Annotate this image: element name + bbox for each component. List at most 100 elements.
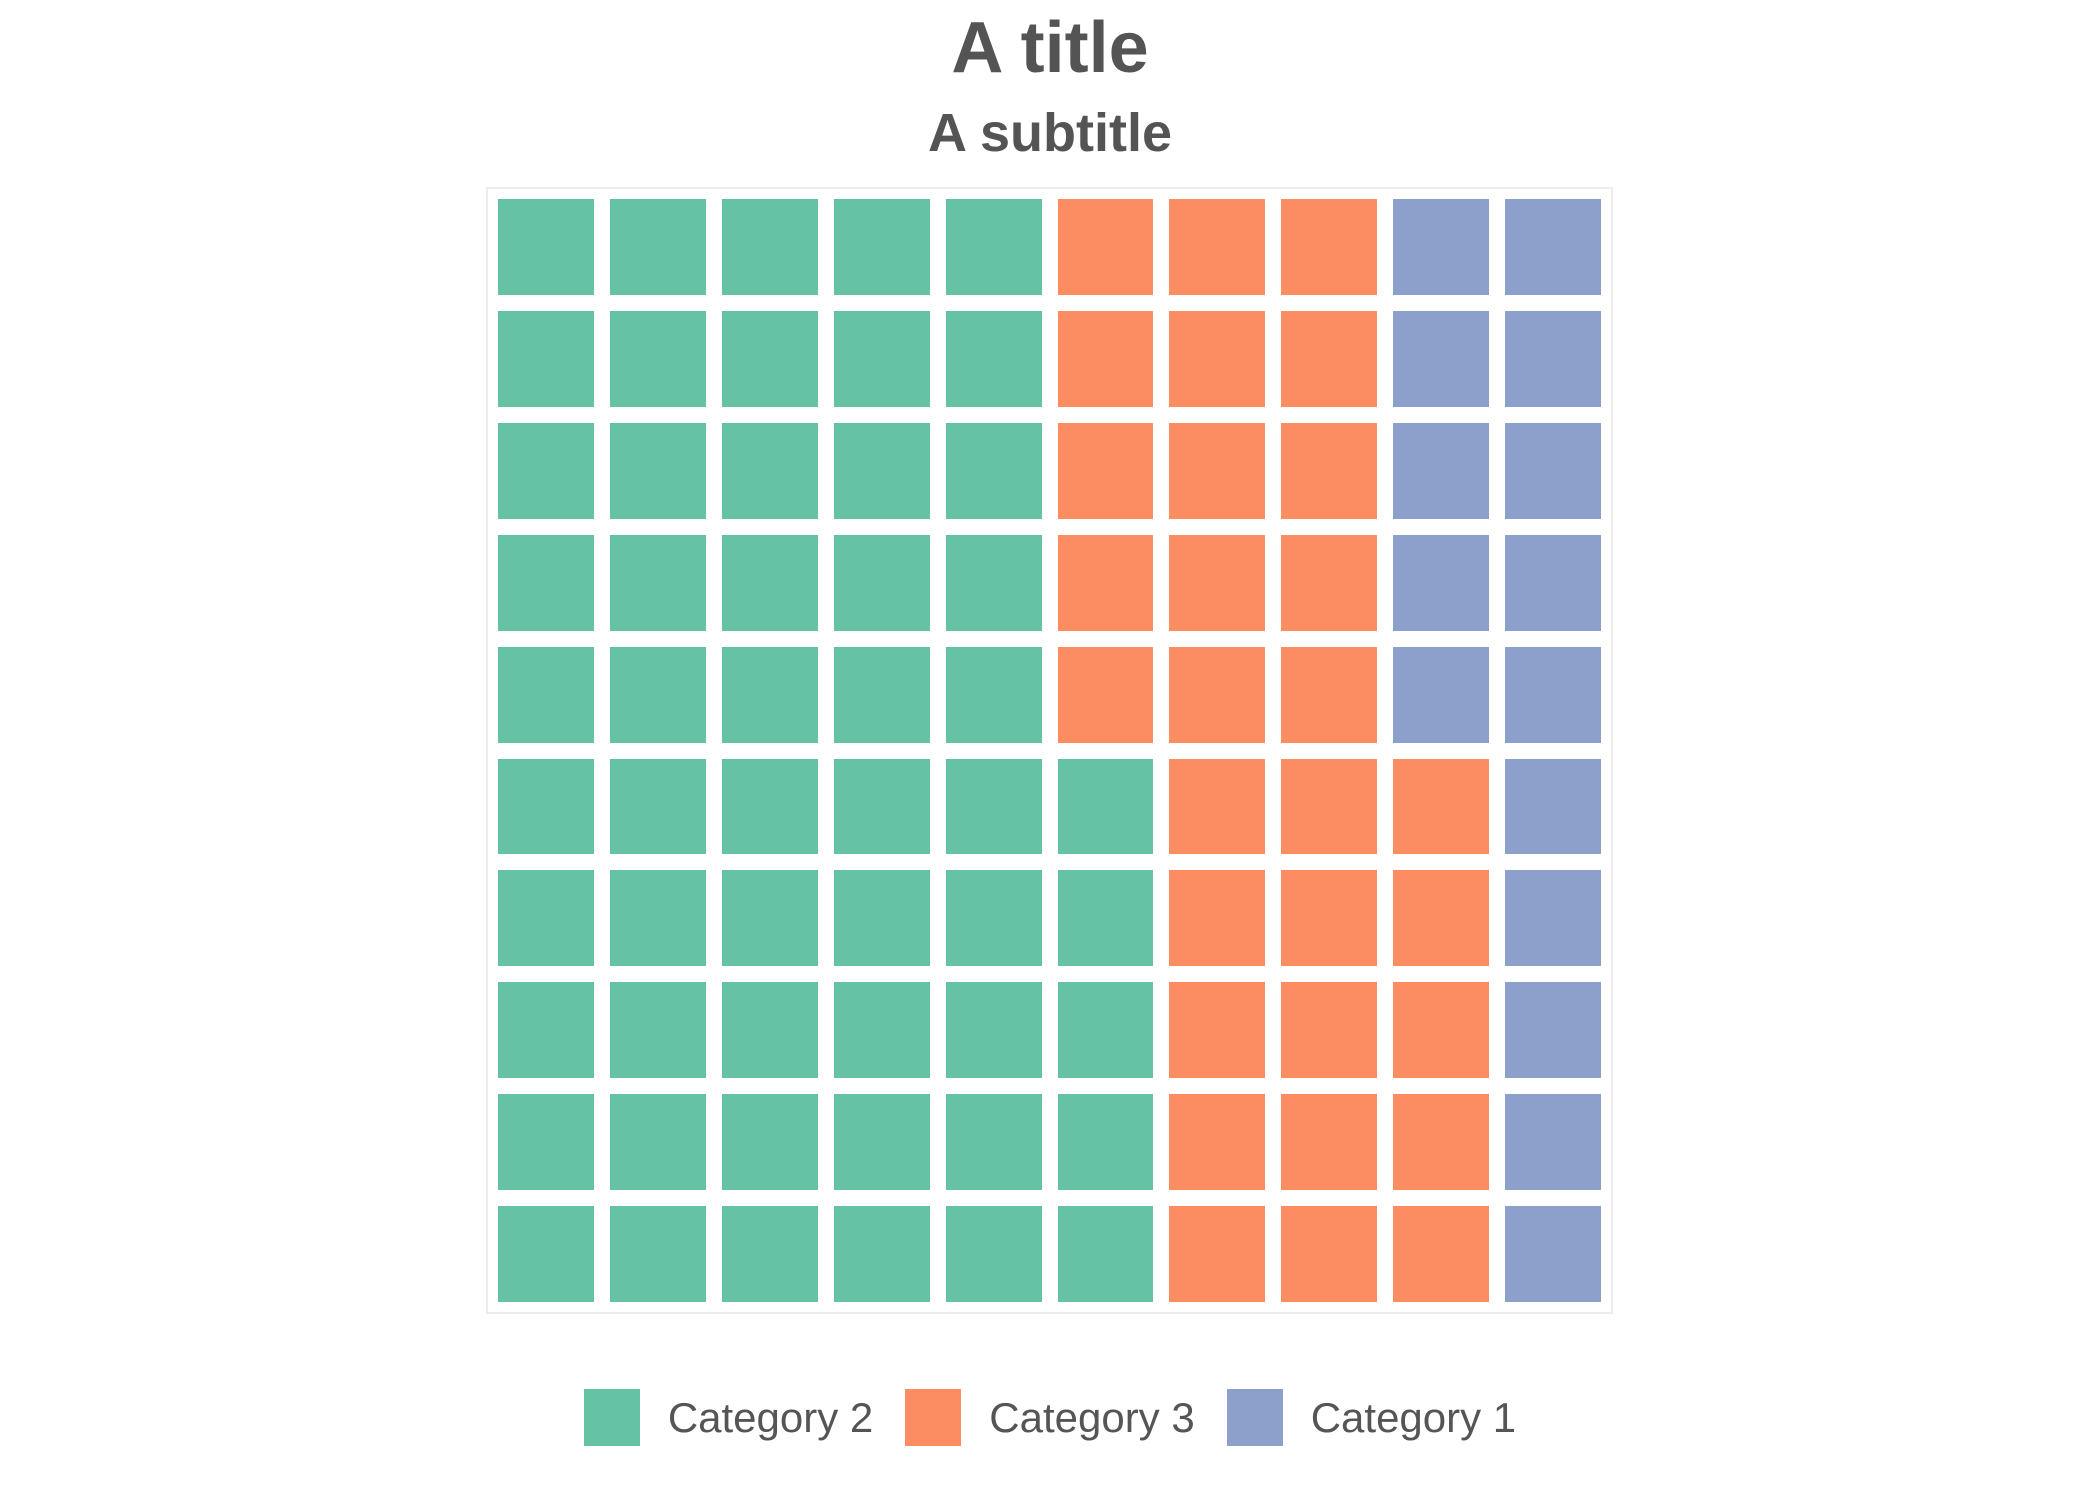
waffle-cell[interactable] [1281,1206,1378,1302]
waffle-cell[interactable] [1505,422,1601,519]
waffle-cell[interactable] [945,534,1042,631]
waffle-cell[interactable] [721,982,818,1079]
waffle-cell[interactable] [1169,982,1266,1079]
waffle-cell[interactable] [833,1206,930,1302]
waffle-cell[interactable] [498,646,594,743]
waffle-cell[interactable] [833,422,930,519]
waffle-cell[interactable] [609,646,706,743]
waffle-cell[interactable] [1281,199,1378,295]
waffle-cell[interactable] [1505,199,1601,295]
waffle-cell[interactable] [1505,982,1601,1079]
waffle-cell[interactable] [1393,646,1490,743]
waffle-cell[interactable] [1393,534,1490,631]
waffle-cell[interactable] [498,422,594,519]
waffle-cell[interactable] [1169,534,1266,631]
waffle-cell[interactable] [945,758,1042,855]
waffle-cell[interactable] [1505,534,1601,631]
waffle-cell[interactable] [945,646,1042,743]
waffle-cell[interactable] [1281,646,1378,743]
waffle-cell[interactable] [1505,1094,1601,1191]
waffle-cell[interactable] [721,422,818,519]
waffle-cell[interactable] [1281,758,1378,855]
waffle-cell[interactable] [498,534,594,631]
waffle-cell[interactable] [721,646,818,743]
waffle-cell[interactable] [1057,199,1154,295]
legend-item-category-1[interactable]: Category 1 [1226,1389,1516,1446]
waffle-cell[interactable] [609,982,706,1079]
waffle-cell[interactable] [833,758,930,855]
waffle-cell[interactable] [1057,870,1154,967]
waffle-cell[interactable] [1393,1206,1490,1302]
waffle-cell[interactable] [1169,422,1266,519]
waffle-cell[interactable] [1057,1206,1154,1302]
waffle-cell[interactable] [721,199,818,295]
waffle-cell[interactable] [721,1094,818,1191]
waffle-cell[interactable] [721,534,818,631]
legend-item-category-3[interactable]: Category 3 [905,1389,1195,1446]
waffle-cell[interactable] [609,1094,706,1191]
waffle-cell[interactable] [609,870,706,967]
waffle-cell[interactable] [1281,422,1378,519]
waffle-cell[interactable] [1057,422,1154,519]
waffle-cell[interactable] [1505,758,1601,855]
waffle-cell[interactable] [1505,310,1601,407]
waffle-cell[interactable] [833,982,930,1079]
waffle-cell[interactable] [945,310,1042,407]
waffle-cell[interactable] [1057,1094,1154,1191]
waffle-cell[interactable] [721,870,818,967]
waffle-cell[interactable] [945,870,1042,967]
waffle-cell[interactable] [1169,870,1266,967]
waffle-cell[interactable] [1505,646,1601,743]
waffle-cell[interactable] [498,758,594,855]
waffle-cell[interactable] [609,422,706,519]
waffle-cell[interactable] [1393,870,1490,967]
waffle-cell[interactable] [833,310,930,407]
waffle-cell[interactable] [1393,1094,1490,1191]
waffle-cell[interactable] [945,199,1042,295]
waffle-cell[interactable] [1169,1094,1266,1191]
waffle-cell[interactable] [1393,310,1490,407]
waffle-cell[interactable] [833,1094,930,1191]
waffle-cell[interactable] [1057,646,1154,743]
waffle-cell[interactable] [498,1094,594,1191]
waffle-cell[interactable] [1169,310,1266,407]
waffle-cell[interactable] [1281,1094,1378,1191]
waffle-cell[interactable] [1057,982,1154,1079]
waffle-cell[interactable] [609,199,706,295]
waffle-cell[interactable] [833,646,930,743]
waffle-cell[interactable] [1281,534,1378,631]
waffle-cell[interactable] [498,1206,594,1302]
waffle-cell[interactable] [609,758,706,855]
waffle-cell[interactable] [721,758,818,855]
waffle-cell[interactable] [833,199,930,295]
waffle-cell[interactable] [1281,310,1378,407]
waffle-cell[interactable] [498,199,594,295]
waffle-cell[interactable] [1393,422,1490,519]
waffle-cell[interactable] [1057,758,1154,855]
waffle-cell[interactable] [498,870,594,967]
waffle-cell[interactable] [833,870,930,967]
legend-item-category-2[interactable]: Category 2 [583,1389,873,1446]
waffle-cell[interactable] [1393,199,1490,295]
waffle-cell[interactable] [1393,758,1490,855]
waffle-cell[interactable] [721,1206,818,1302]
waffle-cell[interactable] [721,310,818,407]
waffle-cell[interactable] [945,1206,1042,1302]
waffle-cell[interactable] [1505,870,1601,967]
waffle-cell[interactable] [1169,646,1266,743]
waffle-cell[interactable] [945,982,1042,1079]
waffle-cell[interactable] [1393,982,1490,1079]
waffle-cell[interactable] [609,310,706,407]
waffle-cell[interactable] [1169,1206,1266,1302]
waffle-cell[interactable] [1281,982,1378,1079]
waffle-cell[interactable] [1057,534,1154,631]
waffle-cell[interactable] [498,982,594,1079]
waffle-cell[interactable] [498,310,594,407]
waffle-cell[interactable] [1057,310,1154,407]
waffle-cell[interactable] [1281,870,1378,967]
waffle-cell[interactable] [945,1094,1042,1191]
waffle-cell[interactable] [833,534,930,631]
waffle-cell[interactable] [609,1206,706,1302]
waffle-cell[interactable] [609,534,706,631]
waffle-cell[interactable] [945,422,1042,519]
